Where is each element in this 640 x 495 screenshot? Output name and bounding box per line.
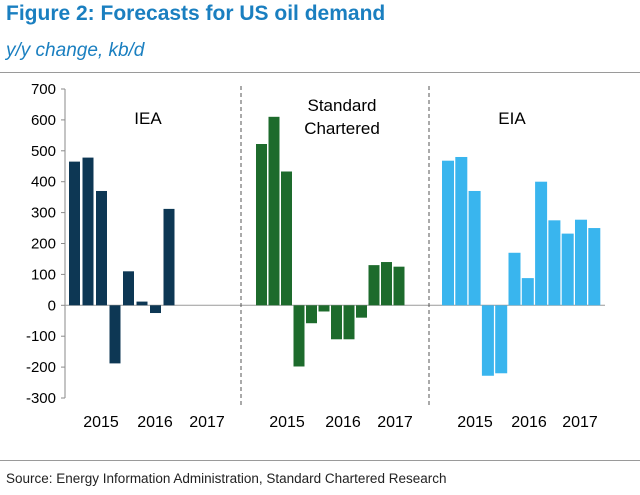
bar [455,156,468,306]
y-tick-label: 500 [31,143,56,160]
bar [548,220,561,306]
x-tick-label: 2016 [511,414,547,431]
bar [535,181,548,306]
bar [256,144,267,306]
bar-chart: 700 600 500 400 300 200 100 0 -100 -200 -300 IEA 201… [26,81,605,431]
bar [442,160,454,306]
y-tick-label: 0 [48,297,56,314]
x-tick-label: 2015 [457,414,493,431]
bar [123,271,134,306]
panel-label: Chartered [304,119,380,138]
y-tick-label: 300 [31,205,56,222]
bar [468,190,481,306]
bar [481,305,494,376]
bar [331,305,342,340]
bar [318,305,330,312]
x-tick-label: 2015 [83,414,119,431]
bar [521,278,534,306]
bar [136,301,148,306]
bar [109,305,121,364]
y-tick-label: 400 [31,174,56,191]
y-tick-label: 600 [31,112,56,129]
bar [495,305,508,374]
bar [588,228,601,306]
bar [561,233,574,306]
panel-label: EIA [498,109,526,128]
chart-title: Figure 2: Forecasts for US oil demand [6,2,386,25]
bar [306,305,317,324]
source-note: Source: Energy Information Administratio… [6,471,447,486]
x-tick-label: 2017 [377,414,413,431]
panel-label: IEA [134,109,162,128]
bar [575,219,587,306]
bar [508,252,521,306]
y-tick-label: -200 [26,359,56,376]
bar [268,116,280,306]
bar [381,262,392,306]
panel-label: Standard [308,96,377,115]
y-tick-label: -300 [26,390,56,407]
y-tick-label: -100 [26,328,56,345]
y-tick-label: 700 [31,81,56,98]
bar [368,265,380,306]
bar [96,190,107,306]
bar [293,305,305,367]
top-divider [0,72,640,73]
bar [163,208,175,306]
bar [393,266,405,306]
bar [150,305,161,314]
y-tick-label: 100 [31,266,56,283]
bottom-divider [0,460,640,461]
y-tick-label: 200 [31,236,56,253]
bar [281,171,292,306]
chart-subtitle: y/y change, kb/d [6,40,145,61]
x-tick-label: 2017 [189,414,225,431]
x-tick-label: 2016 [137,414,173,431]
x-tick-label: 2015 [269,414,305,431]
bar [69,161,80,306]
bar [343,305,355,340]
x-tick-label: 2016 [325,414,361,431]
bar [82,157,94,306]
x-tick-label: 2017 [562,414,598,431]
bar [356,305,367,318]
